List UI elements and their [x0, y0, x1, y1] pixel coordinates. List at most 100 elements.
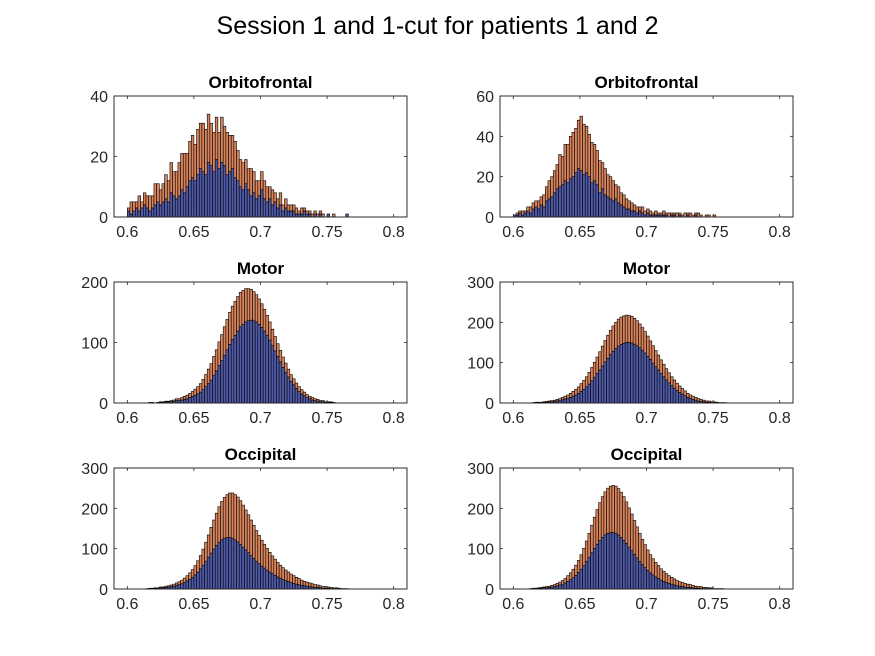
bar-series-2 [230, 135, 235, 169]
bar-series-1 [664, 582, 669, 590]
bar-series-2 [257, 298, 261, 325]
bar-series-1 [212, 548, 216, 590]
bar-series-2 [590, 367, 594, 382]
bar-series-1 [286, 376, 291, 404]
bar-series-1 [172, 195, 176, 218]
bar-series-2 [161, 586, 165, 589]
bar-series-2 [680, 388, 685, 395]
bar-series-2 [241, 504, 245, 548]
x-tick-label: 0.8 [769, 410, 791, 427]
bar-series-1 [230, 168, 235, 218]
bar-series-1 [241, 546, 245, 590]
bar-series-1 [614, 533, 618, 590]
y-tick-label: 40 [90, 89, 108, 106]
bar-series-2 [608, 330, 613, 355]
bar-series-1 [284, 580, 288, 590]
bar-series-1 [300, 585, 304, 590]
bar-series-1 [177, 195, 181, 218]
bar-series-2 [158, 401, 163, 403]
bar-series-2 [212, 356, 216, 376]
bar-series-1 [568, 178, 573, 218]
bar-series-2 [198, 122, 203, 169]
bar-series-2 [262, 308, 267, 332]
bar-series-1 [630, 210, 634, 218]
x-tick-label: 0.6 [116, 224, 138, 241]
x-tick-label: 0.8 [383, 224, 405, 241]
bar-series-1 [648, 572, 653, 590]
bar-series-2 [603, 168, 607, 196]
bar-series-1 [132, 210, 136, 218]
bar-series-2 [313, 210, 317, 215]
bar-series-1 [246, 189, 251, 218]
bar-series-1 [539, 204, 543, 218]
bar-series-1 [185, 398, 189, 404]
bar-series-1 [305, 585, 309, 590]
bar-series-2 [651, 212, 655, 216]
bar-series-1 [563, 180, 567, 218]
bar-series-1 [568, 397, 573, 404]
bar-series-1 [265, 334, 269, 404]
bar-series-2 [313, 398, 317, 401]
bar-series-1 [292, 210, 296, 218]
bar-series-2 [236, 150, 240, 181]
bar-series-2 [616, 318, 621, 347]
bar-series-2 [254, 530, 259, 562]
bar-series-2 [598, 502, 602, 541]
bars [148, 288, 336, 404]
bar-series-2 [180, 397, 184, 401]
bar-series-2 [302, 391, 307, 397]
bar-series-1 [297, 391, 301, 404]
bar-series-1 [209, 552, 213, 590]
bar-series-1 [619, 537, 623, 590]
bar-series-2 [611, 485, 615, 533]
bar-series-1 [270, 345, 275, 404]
bar-series-1 [310, 399, 315, 404]
bar-series-2 [316, 399, 320, 402]
bar-series-1 [611, 532, 615, 590]
bar-series-1 [278, 577, 283, 590]
bar-series-2 [305, 210, 309, 215]
bar-series-1 [225, 349, 229, 404]
bar-series-1 [558, 186, 562, 218]
bar-series-2 [702, 399, 706, 403]
bar-series-2 [622, 194, 626, 208]
bar-series-2 [158, 189, 163, 206]
bar-series-2 [172, 399, 176, 402]
bar-series-1 [212, 171, 216, 218]
bar-series-1 [268, 198, 272, 218]
bar-series-2 [635, 206, 639, 214]
bar-series-1 [204, 386, 208, 404]
bar-series-2 [169, 400, 173, 403]
bar-series-1 [603, 534, 607, 590]
bar-series-2 [294, 382, 299, 389]
bar-series-1 [587, 383, 591, 404]
bar-series-1 [638, 210, 642, 218]
bar-series-1 [246, 320, 251, 404]
bar-series-2 [297, 578, 301, 585]
bar-series-2 [222, 497, 227, 539]
bar-series-1 [193, 180, 197, 218]
bar-series-2 [686, 212, 690, 216]
bar-series-1 [611, 200, 615, 218]
bar-series-2 [217, 341, 221, 366]
bar-series-2 [595, 150, 599, 186]
bar-series-2 [158, 586, 163, 589]
bar-series-2 [127, 207, 131, 212]
bar-series-2 [552, 170, 557, 194]
bar-series-2 [204, 128, 208, 175]
bar-series-2 [246, 288, 251, 322]
bar-series-2 [172, 583, 176, 587]
bar-series-1 [148, 210, 152, 218]
bar-series-2 [334, 587, 339, 589]
bar-series-2 [310, 583, 315, 588]
bar-series-2 [169, 584, 173, 587]
bar-series-1 [616, 534, 621, 590]
bar-series-2 [699, 399, 703, 402]
bar-series-2 [582, 547, 586, 566]
bar-series-2 [619, 316, 623, 345]
bar-series-2 [190, 391, 195, 397]
bar-series-1 [305, 213, 309, 218]
bar-series-2 [643, 331, 647, 354]
bar-series-2 [563, 144, 567, 181]
x-tick-label: 0.65 [178, 224, 209, 241]
